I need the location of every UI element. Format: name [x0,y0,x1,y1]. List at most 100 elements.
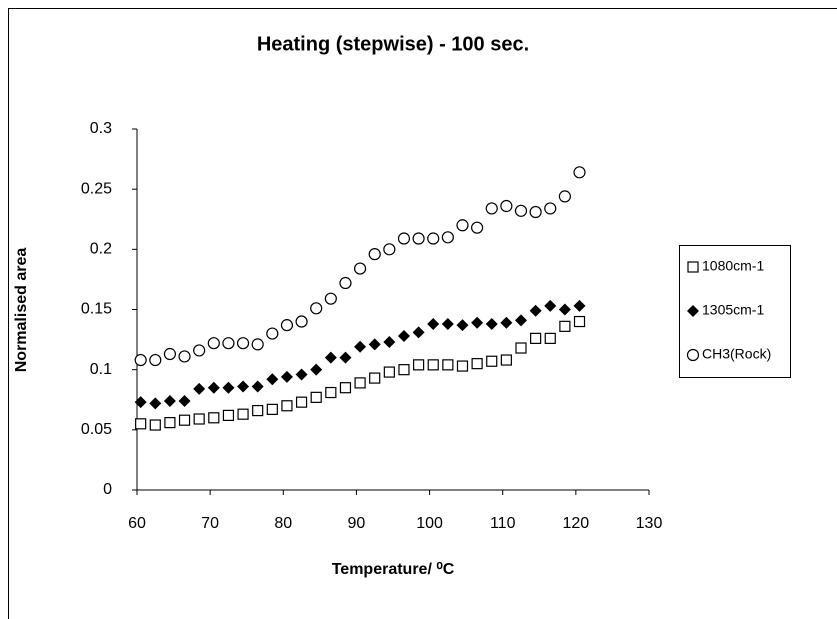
data-point [134,353,147,367]
data-point [369,372,381,384]
x-tick-label: 120 [563,515,590,532]
legend-marker [687,305,699,317]
data-point [178,414,191,426]
data-point [222,409,235,421]
data-point [442,359,454,371]
data-point [295,315,308,328]
data-point [207,381,220,394]
y-tick-label: 0.3 [90,120,112,137]
data-point [178,350,191,363]
data-point [544,299,557,312]
data-point [310,363,323,376]
data-point [178,394,191,407]
data-point [310,302,323,315]
data-point [514,204,528,217]
chart-title: Heating (stepwise) - 100 sec. [257,33,529,55]
data-point [383,335,396,348]
x-tick-label: 90 [348,515,366,532]
data-point [222,381,235,394]
data-point [529,205,542,219]
data-point [266,373,279,386]
data-point [339,276,352,290]
x-axis-label: Temperature/ ⁰C [332,561,455,578]
data-point [456,319,469,332]
data-point [251,338,264,351]
data-point [413,359,425,371]
data-point [163,394,176,407]
data-point [412,326,425,339]
data-point [164,417,176,429]
data-point [280,370,293,383]
data-point [500,354,512,366]
data-point [485,202,498,215]
data-point [295,368,308,381]
data-point [471,221,484,234]
data-point [354,377,366,389]
y-axis-label: Normalised area [13,248,30,373]
data-point [530,332,542,344]
data-point [324,292,337,305]
x-tick-label: 60 [128,515,146,532]
data-point [500,199,513,213]
data-point [383,243,396,256]
data-point [456,219,469,232]
data-point [558,303,571,316]
data-point [324,351,337,364]
data-point [485,317,498,330]
data-point [222,337,235,350]
data-point [573,315,586,328]
data-point [252,404,264,417]
data-point [339,382,352,394]
x-tick-label: 110 [490,515,516,532]
data-point [573,299,586,312]
y-tick-label: 0.2 [90,241,112,258]
data-point [471,316,484,329]
data-point [515,342,527,354]
data-point [515,314,527,327]
data-point [266,403,278,415]
data-point [208,412,220,424]
data-point [163,347,177,361]
data-point [529,304,542,317]
data-point [251,380,264,393]
y-tick-label: 0.25 [81,180,112,197]
y-tick-label: 0.15 [81,301,112,318]
data-point [280,319,294,332]
data-point [339,351,352,364]
data-point [134,396,147,409]
data-point [135,418,147,430]
data-point [397,329,410,342]
data-point [237,408,249,420]
legend-marker [687,261,699,273]
data-point [559,320,571,332]
data-point [149,397,162,410]
data-point [368,248,381,261]
x-tick-label: 100 [416,515,443,532]
data-point [441,231,454,244]
data-point [237,380,250,393]
x-tick-label: 70 [201,515,219,532]
y-tick-label: 0 [103,481,112,498]
data-point [149,353,162,367]
data-point [471,358,483,370]
data-point [500,316,513,329]
data-point [207,337,220,350]
data-point [558,190,571,203]
data-point [281,400,293,412]
legend-label: CH3(Rock) [702,346,771,362]
data-point [441,317,454,330]
data-point [236,337,250,350]
x-tick-label: 80 [274,515,292,532]
data-point [295,396,308,408]
data-point [427,359,439,371]
data-point [412,232,425,245]
y-tick-label: 0.05 [81,421,112,438]
data-point [456,360,469,372]
data-point [310,391,322,403]
data-point [398,364,410,376]
data-point [193,382,206,395]
y-tick-label: 0.1 [90,361,112,378]
data-point [149,419,161,431]
